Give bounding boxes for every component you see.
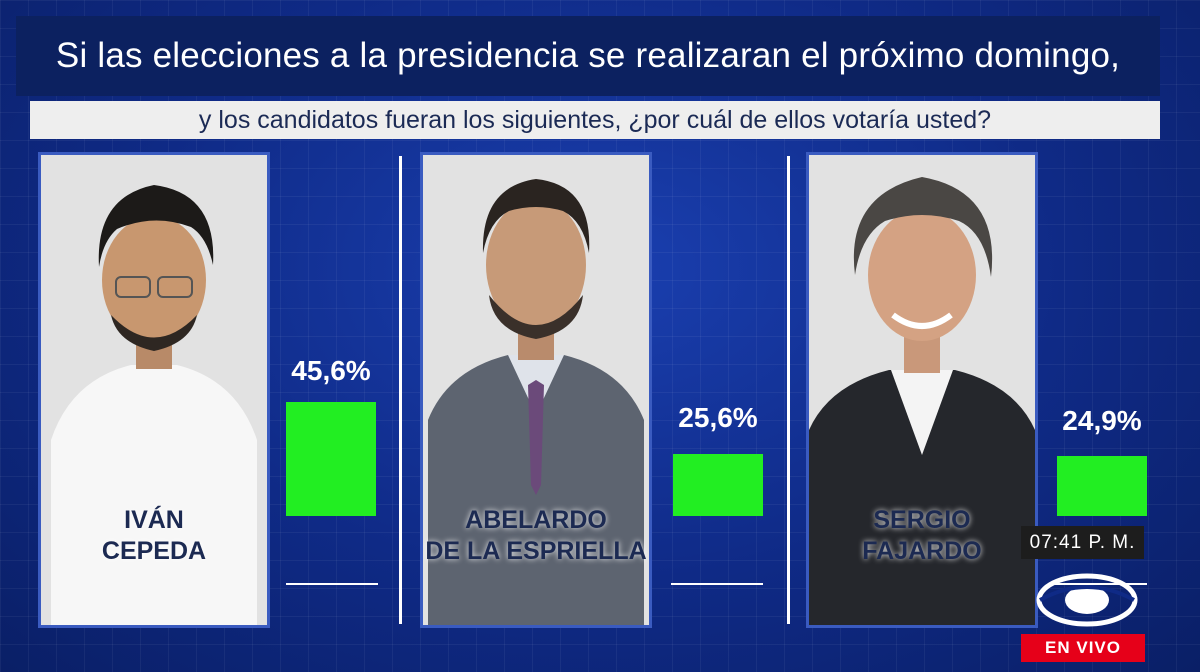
- percentage-label: 25,6%: [678, 402, 758, 433]
- broadcast-clock: 07:41 P. M.: [1021, 526, 1144, 559]
- candidate-photo: [809, 155, 1035, 625]
- candidate-name: IVÁN CEPEDA: [101, 506, 207, 565]
- column-divider: [399, 156, 402, 624]
- candidate-card-de-la-espriella: ABELARDO DE LA ESPRIELLA: [420, 152, 652, 628]
- question-line-2: y los candidatos fueran los siguientes, …: [30, 101, 1160, 139]
- candidate-photo: [41, 155, 267, 625]
- bar-baseline: [1055, 583, 1147, 585]
- percentage-label: 24,9%: [1062, 405, 1142, 436]
- bar: [673, 454, 763, 516]
- question-line-1: Si las elecciones a la presidencia se re…: [16, 16, 1160, 96]
- candidate-card-cepeda: IVÁN CEPEDA: [38, 152, 270, 628]
- bar: [1057, 456, 1147, 516]
- candidate-card-fajardo: SERGIO FAJARDO: [806, 152, 1038, 628]
- candidate-name: SERGIO FAJARDO: [862, 506, 982, 565]
- candidate-name: ABELARDO DE LA ESPRIELLA: [425, 506, 647, 565]
- live-badge: EN VIVO: [1021, 634, 1145, 662]
- candidate-photo: [423, 155, 649, 625]
- channel-logo: [1036, 573, 1138, 627]
- column-divider: [787, 156, 790, 624]
- bar-baseline: [286, 583, 378, 585]
- bar-baseline: [671, 583, 763, 585]
- percentage-label: 45,6%: [291, 355, 371, 386]
- bar: [286, 402, 376, 516]
